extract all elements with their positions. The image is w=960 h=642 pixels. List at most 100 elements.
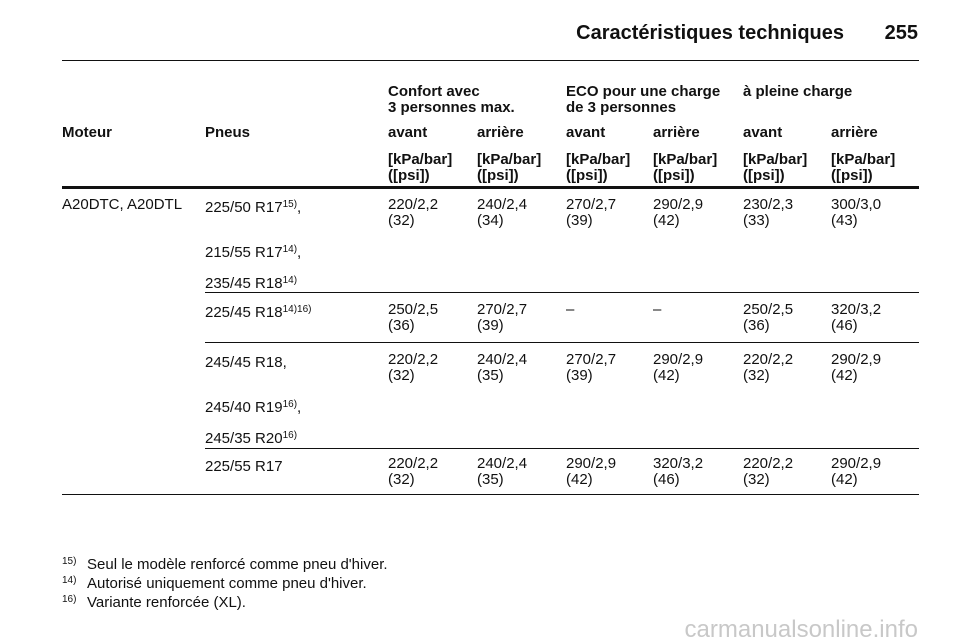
- pressure: (32): [388, 471, 415, 488]
- pressure: 270/2,7: [566, 351, 617, 368]
- column-header: arrière: [653, 124, 700, 141]
- footnote-ref: 14): [282, 275, 298, 286]
- footnote-text: Autorisé uniquement comme pneu d'hiver.: [87, 575, 367, 592]
- pressure: (42): [831, 367, 858, 384]
- footnote-ref: 14): [282, 244, 298, 255]
- pressure: (42): [653, 367, 680, 384]
- page-title: Caractéristiques techniques: [576, 22, 844, 44]
- page-number: 255: [884, 22, 918, 44]
- unit: ([psi]): [743, 167, 785, 184]
- pressure: 290/2,9: [566, 455, 617, 472]
- tire-size: 245/45 R18: [205, 354, 283, 371]
- pressure: (33): [743, 212, 770, 229]
- pressure: (32): [388, 212, 415, 229]
- unit: [kPa/bar]: [566, 151, 631, 168]
- pressure: 230/2,3: [743, 196, 794, 213]
- column-header: arrière: [831, 124, 878, 141]
- footnote: 15) Seul le modèle renforcé comme pneu d'…: [62, 556, 388, 573]
- unit: ([psi]): [831, 167, 873, 184]
- punctuation: ,: [297, 399, 302, 416]
- unit: ([psi]): [653, 167, 695, 184]
- pressure: (34): [477, 212, 504, 229]
- tire-size: 225/45 R18: [205, 304, 283, 321]
- pressure: (42): [831, 471, 858, 488]
- footnote: 16) Variante renforcée (XL).: [62, 594, 246, 611]
- row-rule: [205, 448, 919, 449]
- pressure: 290/2,9: [653, 196, 704, 213]
- table-head-rule: [62, 186, 919, 189]
- header-rule: [62, 60, 919, 61]
- group-header: Confort avec: [388, 83, 480, 100]
- punctuation: ,: [297, 244, 302, 261]
- pressure: 220/2,2: [388, 455, 439, 472]
- column-header: Moteur: [62, 124, 112, 141]
- tire: 235/45 R1814): [205, 276, 297, 292]
- pressure: (43): [831, 212, 858, 229]
- pressure: 320/3,2: [831, 301, 882, 318]
- footnote-ref: 16): [282, 430, 298, 441]
- tire: 245/35 R2016): [205, 431, 297, 447]
- pressure: 220/2,2: [388, 196, 439, 213]
- tire: 215/55 R1714),: [205, 245, 301, 261]
- tire: 225/50 R1715),: [205, 200, 301, 216]
- pressure: (32): [743, 367, 770, 384]
- unit: [kPa/bar]: [653, 151, 718, 168]
- pressure: –: [566, 301, 575, 318]
- pressure: (46): [831, 317, 858, 334]
- unit: [kPa/bar]: [743, 151, 808, 168]
- column-header: Pneus: [205, 124, 251, 141]
- tire: 245/45 R18,: [205, 355, 287, 371]
- group-header: à pleine charge: [743, 83, 853, 100]
- tire: 245/40 R1916),: [205, 400, 301, 416]
- pressure: 250/2,5: [743, 301, 794, 318]
- group-header: 3 personnes max.: [388, 99, 515, 116]
- tire-size: 225/50 R17: [205, 199, 283, 216]
- tire: 225/55 R17: [205, 459, 283, 475]
- pressure: 240/2,4: [477, 196, 528, 213]
- pressure: 250/2,5: [388, 301, 439, 318]
- pressure: (32): [743, 471, 770, 488]
- group-header: de 3 personnes: [566, 99, 677, 116]
- pressure: 270/2,7: [477, 301, 528, 318]
- punctuation: ,: [282, 354, 287, 371]
- tire-size: 235/45 R18: [205, 275, 283, 292]
- footnote-ref: 14)16): [282, 304, 312, 315]
- footnote: 14) Autorisé uniquement comme pneu d'hive…: [62, 575, 367, 592]
- pressure: (42): [653, 212, 680, 229]
- tire-size: 245/40 R19: [205, 399, 283, 416]
- group-header: ECO pour une charge: [566, 83, 721, 100]
- table-end-rule: [62, 494, 919, 495]
- pressure: –: [653, 301, 662, 318]
- pressure: (39): [566, 212, 593, 229]
- unit: ([psi]): [566, 167, 608, 184]
- footnote-ref: 15): [282, 199, 298, 210]
- unit: ([psi]): [477, 167, 519, 184]
- unit: ([psi]): [388, 167, 430, 184]
- row-rule: [205, 292, 919, 293]
- column-header: arrière: [477, 124, 524, 141]
- row-rule: [205, 342, 919, 343]
- tire-size: 215/55 R17: [205, 244, 283, 261]
- unit: [kPa/bar]: [831, 151, 896, 168]
- watermark: carmanualsonline.info: [684, 616, 918, 642]
- column-header: avant: [566, 124, 606, 141]
- footnote-text: Seul le modèle renforcé comme pneu d'hiv…: [87, 556, 388, 573]
- pressure: (35): [477, 367, 504, 384]
- pressure: 220/2,2: [743, 455, 794, 472]
- pressure: (32): [388, 367, 415, 384]
- unit: [kPa/bar]: [388, 151, 453, 168]
- pressure: 300/3,0: [831, 196, 882, 213]
- pressure: 290/2,9: [831, 455, 882, 472]
- punctuation: ,: [297, 199, 302, 216]
- tire: 225/45 R1814)16): [205, 305, 311, 321]
- pressure: 270/2,7: [566, 196, 617, 213]
- tire-size: 225/55 R17: [205, 458, 283, 475]
- pressure: 220/2,2: [743, 351, 794, 368]
- tire-size: 245/35 R20: [205, 430, 283, 447]
- unit: [kPa/bar]: [477, 151, 542, 168]
- pressure: (39): [566, 367, 593, 384]
- engine: A20DTC, A20DTL: [62, 196, 183, 213]
- column-header: avant: [388, 124, 428, 141]
- pressure: 220/2,2: [388, 351, 439, 368]
